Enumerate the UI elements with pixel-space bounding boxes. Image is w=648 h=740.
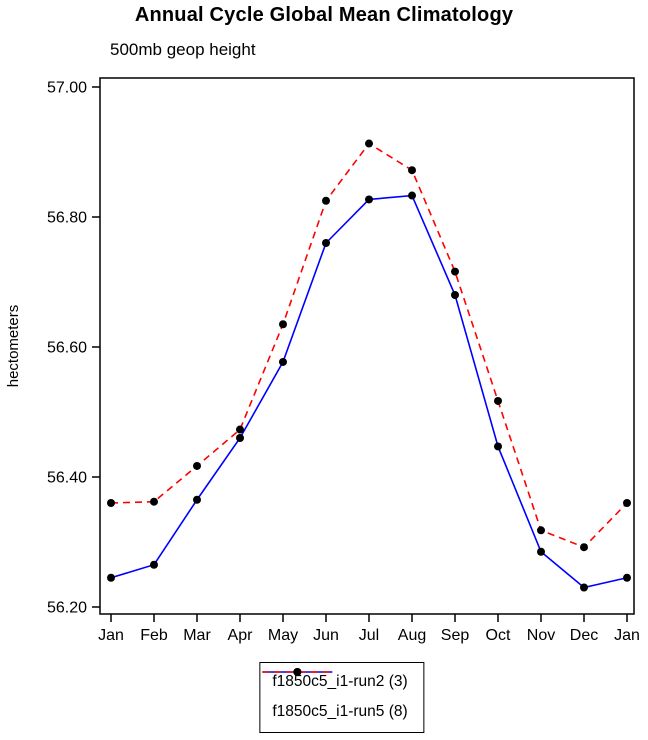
marker-dot: [408, 166, 416, 175]
series-line-0: [110, 194, 628, 589]
y-tick-label: 56.40: [47, 470, 87, 487]
marker-dot: [193, 495, 201, 504]
marker-dot: [322, 196, 330, 205]
x-tick-label: Mar: [183, 627, 211, 644]
marker-dot: [537, 547, 545, 556]
marker-dot: [365, 195, 373, 204]
marker-dot: [408, 191, 416, 200]
y-tick-label: 56.60: [47, 340, 87, 357]
marker-dot: [279, 357, 287, 366]
x-tick-label: May: [268, 627, 298, 644]
marker-dot: [494, 442, 502, 451]
marker-dot: [236, 434, 244, 442]
marker-dot: [107, 499, 115, 507]
marker-dot: [365, 139, 373, 148]
marker-dot: [107, 573, 115, 582]
x-tick-label: Jun: [313, 627, 339, 644]
marker-dot: [451, 267, 459, 276]
chart-title: Annual Cycle Global Mean Climatology: [134, 4, 514, 26]
legend-marker-dot: [293, 668, 302, 676]
marker-dot: [580, 543, 588, 552]
x-tick-label: Oct: [486, 627, 511, 644]
y-tick-label: 56.80: [47, 210, 87, 227]
x-tick-label: Jul: [359, 627, 379, 644]
y-axis-label: hectometers: [5, 305, 22, 388]
marker-dot: [580, 583, 588, 592]
series-line-1: [110, 142, 628, 549]
marker-dot: [623, 499, 631, 507]
legend-line-sample-run5: [262, 668, 333, 676]
x-tick-label: Jan: [614, 627, 640, 644]
x-tick-label: Aug: [398, 627, 426, 644]
marker-dot: [279, 320, 287, 329]
marker-dot: [623, 573, 631, 582]
y-tick-label: 57.00: [47, 80, 87, 97]
x-tick-label: Jan: [98, 627, 124, 644]
x-tick-label: Feb: [140, 627, 168, 644]
x-tick-label: Sep: [441, 627, 470, 644]
legend: f1850c5_i1-run2 (3) f1850c5_i1-run5 (8): [259, 662, 425, 733]
marker-dot: [322, 239, 330, 247]
marker-dot: [150, 497, 158, 506]
legend-item-run5: f1850c5_i1-run5 (8): [262, 668, 408, 726]
plot-frame: [99, 77, 635, 615]
marker-dot: [150, 560, 158, 569]
marker-dot: [537, 526, 545, 535]
marker-dot: [494, 396, 502, 405]
x-tick-label: Nov: [527, 627, 555, 644]
marker-dot: [451, 291, 459, 299]
marker-dot: [193, 461, 201, 470]
legend-label-run2: f1850c5_i1-run2 (3): [272, 673, 408, 690]
y-tick-label: 56.20: [47, 600, 87, 617]
x-tick-label: Dec: [570, 627, 598, 644]
legend-label-run5: f1850c5_i1-run5 (8): [272, 703, 408, 720]
x-tick-label: Apr: [228, 627, 254, 644]
chart-subtitle: 500mb geop height: [110, 40, 256, 59]
marker-dot: [236, 425, 244, 434]
